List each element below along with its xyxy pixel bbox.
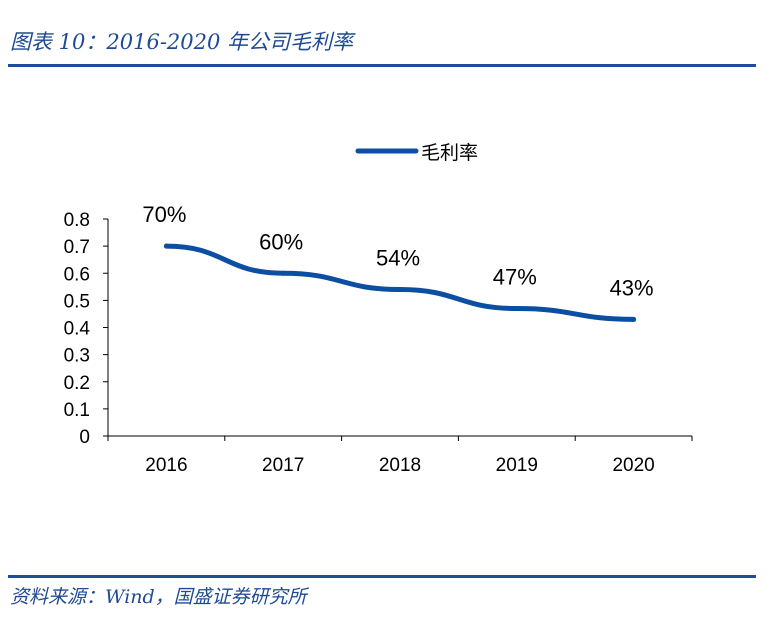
chart-legend: 毛利率 [355,142,478,164]
x-tick-label: 2020 [612,455,654,476]
chart-series: 70% 60% 54% 47% 43% [142,202,654,322]
data-point [280,270,286,276]
data-label: 60% [259,229,303,254]
x-tick-label: 2018 [379,455,421,476]
data-point [631,316,637,322]
legend-label: 毛利率 [421,142,478,164]
data-point [397,287,403,293]
chart-axes: 0 0.1 0.2 0.3 0.4 0.5 0.6 0.7 0.8 2016 2017 2018 201… [64,210,693,476]
data-point [514,306,520,312]
y-tick-label: 0.2 [64,373,90,394]
data-label: 47% [493,265,537,290]
data-label: 54% [376,246,420,271]
y-tick-label: 0.7 [64,237,90,258]
x-tick-label: 2016 [145,455,187,476]
y-tick-label: 0.3 [64,346,90,367]
y-tick-label: 0 [79,427,90,448]
y-tick-label: 0.6 [64,264,90,285]
y-tick-label: 0.8 [64,210,90,231]
source-note: 资料来源：Wind，国盛证券研究所 [10,586,307,608]
x-tick-label: 2019 [496,455,538,476]
data-point [163,243,169,249]
source-divider [8,575,756,578]
y-tick-label: 0.1 [64,400,90,421]
y-tick-label: 0.5 [64,291,90,312]
data-label: 43% [610,275,654,300]
figure-title: 图表 10：2016-2020 年公司毛利率 [10,30,354,54]
y-tick-label: 0.4 [64,319,91,340]
x-tick-label: 2017 [262,455,304,476]
title-divider [8,64,756,67]
data-label: 70% [142,202,186,227]
